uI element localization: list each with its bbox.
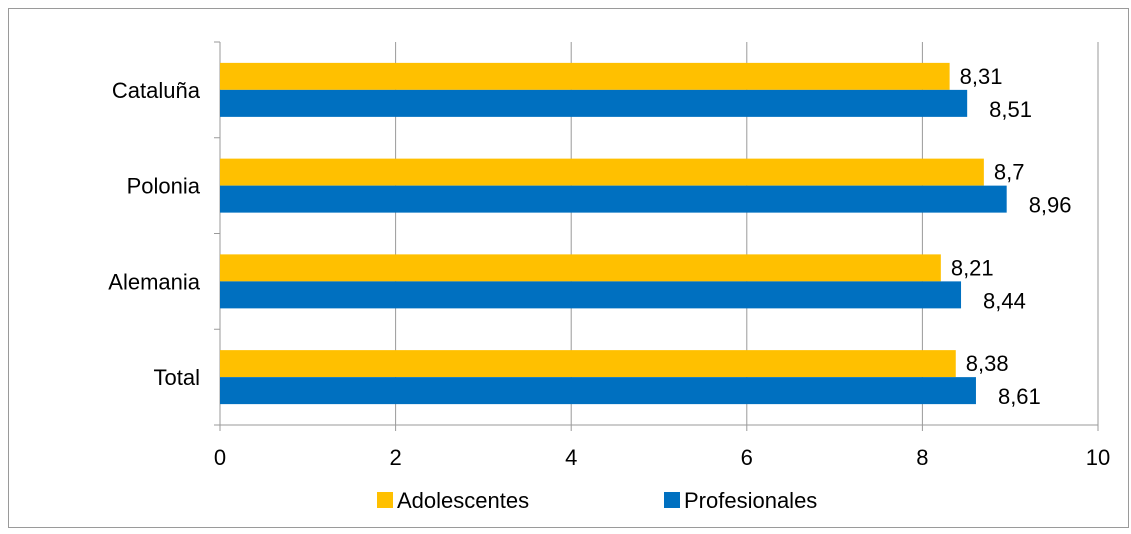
data-label: 8,38 <box>966 351 1009 376</box>
x-tick-label: 4 <box>565 445 577 470</box>
data-label: 8,51 <box>989 97 1032 122</box>
bar-adolescentes <box>220 254 941 282</box>
category-label: Total <box>154 365 200 390</box>
x-tick-label: 0 <box>214 445 226 470</box>
category-label: Cataluña <box>112 78 201 103</box>
bar-adolescentes <box>220 350 956 378</box>
data-label: 8,7 <box>994 160 1025 185</box>
x-tick-label: 2 <box>389 445 401 470</box>
legend-swatch-adolescentes <box>377 492 393 508</box>
chart-frame: 0 2 4 6 8 10 Cataluña 8,31 8,51 Polonia 8,7 8,96 Ale… <box>8 8 1129 528</box>
data-label: 8,96 <box>1029 193 1072 218</box>
legend-swatch-profesionales <box>664 492 680 508</box>
legend-label: Profesionales <box>684 488 817 513</box>
bar-profesionales <box>220 185 1007 213</box>
bar-profesionales <box>220 281 962 309</box>
legend-label: Adolescentes <box>397 488 529 513</box>
bar-profesionales <box>220 89 968 117</box>
data-label: 8,61 <box>998 384 1041 409</box>
x-tick-label: 10 <box>1086 445 1110 470</box>
data-label: 8,31 <box>960 64 1003 89</box>
bar-adolescentes <box>220 158 984 186</box>
data-label: 8,44 <box>983 288 1026 313</box>
bar-adolescentes <box>220 62 950 90</box>
category-label: Alemania <box>108 269 200 294</box>
horizontal-bar-chart: 0 2 4 6 8 10 Cataluña 8,31 8,51 Polonia 8,78,96 Ale… <box>108 41 1110 513</box>
bar-profesionales <box>220 377 976 405</box>
x-tick-label: 8 <box>916 445 928 470</box>
x-tick-label: 6 <box>741 445 753 470</box>
data-label: 8,21 <box>951 255 994 280</box>
category-label: Polonia <box>127 174 201 199</box>
